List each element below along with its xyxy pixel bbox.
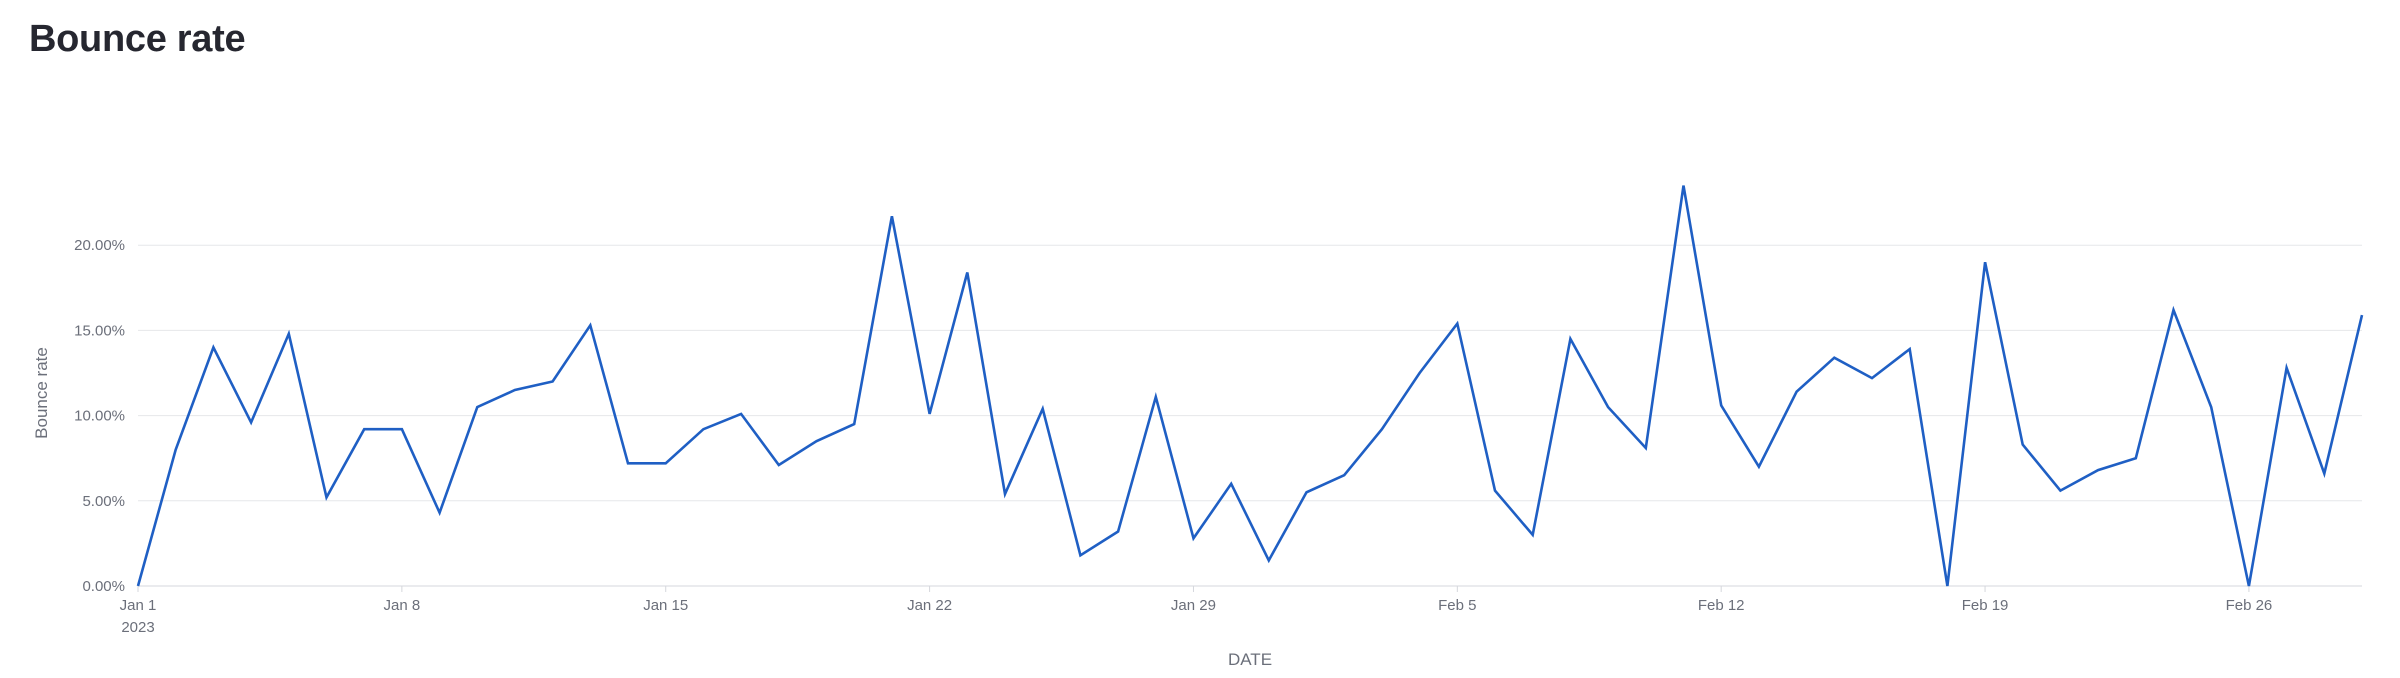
x-tick-label: Jan 29 bbox=[1171, 597, 1216, 614]
data-point bbox=[1492, 488, 1498, 494]
data-point bbox=[1907, 346, 1913, 352]
data-point bbox=[2208, 404, 2214, 410]
x-tick-label: Feb 12 bbox=[1698, 597, 1745, 614]
x-axis-title: DATE bbox=[1228, 650, 1272, 669]
data-point bbox=[1115, 529, 1121, 535]
data-point bbox=[927, 411, 933, 417]
data-point bbox=[776, 462, 782, 468]
data-point bbox=[512, 387, 518, 393]
data-point bbox=[1266, 557, 1272, 563]
data-point bbox=[2133, 455, 2139, 461]
data-point bbox=[1153, 394, 1159, 400]
data-point bbox=[2359, 312, 2365, 318]
y-tick-label: 5.00% bbox=[82, 493, 125, 510]
data-point bbox=[700, 426, 706, 432]
data-point bbox=[1944, 583, 1950, 589]
grid-lines bbox=[138, 244, 2362, 502]
data-point bbox=[1077, 552, 1083, 558]
data-point bbox=[1530, 532, 1536, 538]
y-tick-label: 10.00% bbox=[74, 408, 125, 425]
data-point bbox=[1605, 404, 1611, 410]
data-point bbox=[587, 322, 593, 328]
data-point bbox=[1643, 445, 1649, 451]
data-point bbox=[2246, 583, 2252, 589]
y-tick-label: 20.00% bbox=[74, 237, 125, 254]
data-point bbox=[248, 419, 254, 425]
data-point bbox=[1454, 321, 1460, 327]
data-point bbox=[437, 510, 443, 516]
x-tick-label: Feb 5 bbox=[1438, 597, 1476, 614]
data-point bbox=[286, 331, 292, 337]
data-points bbox=[135, 183, 2365, 589]
data-point bbox=[135, 583, 141, 589]
data-point bbox=[1379, 426, 1385, 432]
x-tick-year-label: 2023 bbox=[121, 619, 154, 636]
data-point bbox=[2095, 467, 2101, 473]
data-point bbox=[2020, 442, 2026, 448]
y-axis-ticks: 0.00% 5.00% 10.00% 15.00% 20.00% bbox=[74, 237, 125, 595]
bounce-rate-series-line bbox=[136, 185, 2364, 587]
data-point bbox=[625, 460, 631, 466]
data-point bbox=[1304, 489, 1310, 495]
data-point bbox=[1718, 402, 1724, 408]
data-point bbox=[889, 213, 895, 219]
data-point bbox=[814, 438, 820, 444]
data-point bbox=[1341, 472, 1347, 478]
data-point bbox=[173, 447, 179, 453]
data-point bbox=[1756, 464, 1762, 470]
data-point bbox=[324, 494, 330, 500]
y-tick-label: 0.00% bbox=[82, 578, 125, 595]
data-point bbox=[738, 411, 744, 417]
data-point bbox=[2284, 365, 2290, 371]
data-point bbox=[2171, 307, 2177, 313]
x-tick-label: Jan 22 bbox=[907, 597, 952, 614]
y-axis-title: Bounce rate bbox=[32, 347, 51, 439]
data-point bbox=[210, 344, 216, 350]
data-point bbox=[361, 426, 367, 432]
x-tick-label: Jan 15 bbox=[643, 597, 688, 614]
data-point bbox=[2321, 471, 2327, 477]
data-point bbox=[1794, 389, 1800, 395]
data-point bbox=[2057, 488, 2063, 494]
data-point bbox=[1040, 406, 1046, 412]
page-title: Bounce rate bbox=[29, 18, 246, 60]
x-tick-label: Jan 1 bbox=[120, 597, 157, 614]
data-point bbox=[1681, 183, 1687, 189]
data-point bbox=[1567, 336, 1573, 342]
data-point bbox=[399, 426, 405, 432]
x-tick-label: Feb 26 bbox=[2226, 597, 2273, 614]
data-point bbox=[1982, 259, 1988, 265]
x-axis-ticks: Jan 1 2023 Jan 8 Jan 15 Jan 22 Jan 29 Feb 5 Feb… bbox=[120, 586, 2273, 636]
data-point bbox=[1191, 535, 1197, 541]
data-point bbox=[1831, 355, 1837, 361]
data-point bbox=[474, 404, 480, 410]
y-tick-label: 15.00% bbox=[74, 322, 125, 339]
data-point bbox=[550, 379, 556, 385]
x-tick-label: Jan 8 bbox=[384, 597, 421, 614]
x-tick-label: Feb 19 bbox=[1962, 597, 2009, 614]
data-point bbox=[1228, 481, 1234, 487]
data-point bbox=[1002, 491, 1008, 497]
data-point bbox=[1869, 375, 1875, 381]
data-point bbox=[964, 270, 970, 276]
data-point bbox=[1417, 370, 1423, 376]
data-point bbox=[663, 460, 669, 466]
data-point bbox=[851, 421, 857, 427]
